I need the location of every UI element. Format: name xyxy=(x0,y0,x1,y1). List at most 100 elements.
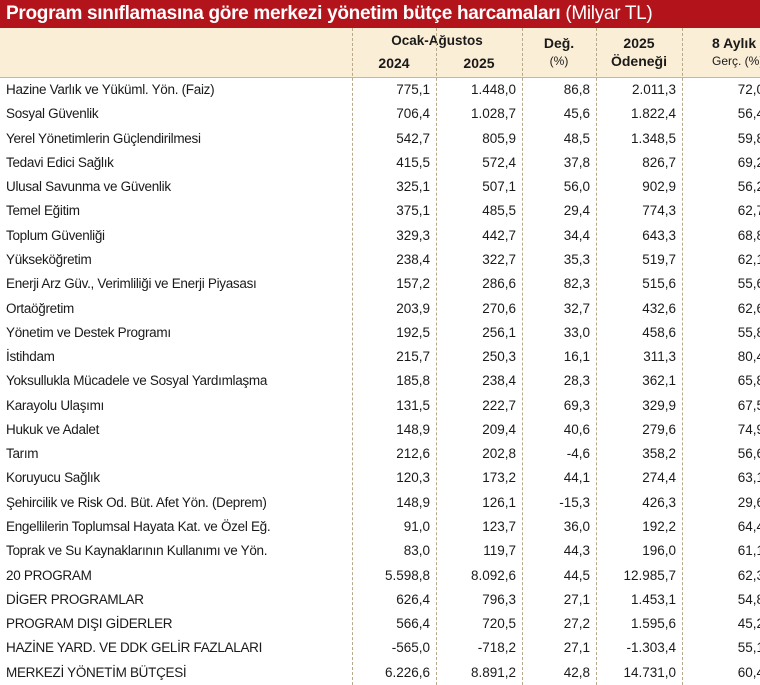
cell: 329,3 xyxy=(396,227,430,243)
cell: 120,3 xyxy=(396,470,430,486)
column-separator xyxy=(596,28,597,685)
cell: 62,6 xyxy=(737,300,760,316)
row-label: Engellilerin Toplumsal Hayata Kat. ve Öz… xyxy=(6,519,271,535)
cell: 62,1 xyxy=(737,251,760,267)
column-header: 8 Aylık xyxy=(712,35,757,51)
cell: 45,6 xyxy=(563,106,590,122)
cell: 86,8 xyxy=(563,82,590,97)
cell: 12.985,7 xyxy=(623,567,676,583)
cell: 60,4 xyxy=(737,664,760,680)
cell: 362,1 xyxy=(642,373,676,389)
cell: 40,6 xyxy=(563,421,590,437)
cell: 82,3 xyxy=(563,276,590,292)
column-header: Gerç. (%) xyxy=(712,54,760,68)
cell: 902,9 xyxy=(642,179,676,195)
title-bar: Program sınıflamasına göre merkezi yönet… xyxy=(0,0,760,28)
cell: 507,1 xyxy=(482,179,516,195)
cell: 8.092,6 xyxy=(470,567,516,583)
cell: 1.028,7 xyxy=(470,106,516,122)
cell: 27,1 xyxy=(563,640,590,656)
row-label: Sosyal Güvenlik xyxy=(6,106,99,122)
cell: 270,6 xyxy=(482,300,516,316)
cell: 67,5 xyxy=(737,397,760,413)
cell: 322,7 xyxy=(482,251,516,267)
cell: -4,6 xyxy=(566,446,590,462)
row-label: Tedavi Edici Sağlık xyxy=(6,154,114,170)
cell: 33,0 xyxy=(563,324,590,340)
cell: 250,3 xyxy=(482,349,516,365)
cell: 643,3 xyxy=(642,227,676,243)
cell: 222,7 xyxy=(482,397,516,413)
row-label: Hazine Varlık ve Yüküml. Yön. (Faiz) xyxy=(6,82,215,97)
cell: 27,2 xyxy=(563,616,590,632)
column-separator xyxy=(352,28,353,685)
cell: 36,0 xyxy=(563,519,590,535)
cell: 415,5 xyxy=(396,154,430,170)
cell: 54,8 xyxy=(737,591,760,607)
cell: 44,5 xyxy=(563,567,590,583)
cell: 358,2 xyxy=(642,446,676,462)
cell: 123,7 xyxy=(482,519,516,535)
cell: 29,6 xyxy=(737,494,760,510)
row-label: Şehircilik ve Risk Od. Büt. Afet Yön. (D… xyxy=(6,494,267,510)
row-label: Yoksullukla Mücadele ve Sosyal Yardımlaş… xyxy=(6,373,268,389)
cell: 458,6 xyxy=(642,324,676,340)
cell: 426,3 xyxy=(642,494,676,510)
unit: (Milyar TL) xyxy=(565,3,653,24)
cell: 131,5 xyxy=(396,397,430,413)
cell: 238,4 xyxy=(396,251,430,267)
cell: 14.731,0 xyxy=(623,664,676,680)
cell: 515,6 xyxy=(642,276,676,292)
row-label: Enerji Arz Güv., Verimliliği ve Enerji P… xyxy=(6,276,257,292)
cell: 44,3 xyxy=(563,543,590,559)
cell: 126,1 xyxy=(482,494,516,510)
cell: 325,1 xyxy=(396,179,430,195)
column-header: 2024 xyxy=(378,55,410,71)
cell: 72,0 xyxy=(737,82,760,97)
cell: 311,3 xyxy=(643,349,676,365)
header-bg xyxy=(0,28,760,78)
cell: 1.348,5 xyxy=(630,130,676,146)
cell: 56,2 xyxy=(737,179,760,195)
cell: 212,6 xyxy=(396,446,430,462)
title: Program sınıflamasına göre merkezi yönet… xyxy=(6,3,561,24)
cell: -15,3 xyxy=(559,494,590,510)
cell: -565,0 xyxy=(391,640,430,656)
row-label: PROGRAM DIŞI GİDERLER xyxy=(6,616,173,632)
cell: 48,5 xyxy=(563,130,590,146)
column-header: Ödeneği xyxy=(610,53,667,69)
cell: 485,5 xyxy=(482,203,516,219)
cell: 148,9 xyxy=(396,494,430,510)
cell: 61,1 xyxy=(737,543,760,559)
cell: 55,8 xyxy=(737,324,760,340)
cell: 45,2 xyxy=(737,616,760,632)
cell: 626,4 xyxy=(396,591,430,607)
cell: 203,9 xyxy=(396,300,430,316)
cell: 56,0 xyxy=(563,179,590,195)
cell: 173,2 xyxy=(482,470,516,486)
cell: 56,4 xyxy=(737,106,760,122)
cell: 69,3 xyxy=(563,397,590,413)
row-label: Toprak ve Su Kaynaklarının Kullanımı ve … xyxy=(6,543,268,559)
cell: 192,5 xyxy=(396,324,430,340)
cell: 59,8 xyxy=(737,130,760,146)
column-separator xyxy=(682,28,683,685)
row-label: 20 PROGRAM xyxy=(6,567,92,583)
row-label: Koruyucu Sağlık xyxy=(6,470,100,486)
cell: 91,0 xyxy=(403,519,430,535)
cell: 69,2 xyxy=(737,154,760,170)
cell: 148,9 xyxy=(396,421,430,437)
cell: 64,4 xyxy=(737,519,760,535)
cell: 215,7 xyxy=(396,349,430,365)
cell: 805,9 xyxy=(482,130,516,146)
cell: 566,4 xyxy=(396,616,430,632)
row-label: Tarım xyxy=(6,446,39,462)
row-label: Ulusal Savunma ve Güvenlik xyxy=(6,179,171,195)
cell: 774,3 xyxy=(642,203,676,219)
cell: 65,8 xyxy=(737,373,760,389)
cell: -1.303,4 xyxy=(626,640,676,656)
cell: 192,2 xyxy=(642,519,676,535)
cell: 196,0 xyxy=(642,543,676,559)
cell: 706,4 xyxy=(396,106,430,122)
cell: 80,4 xyxy=(737,349,760,365)
